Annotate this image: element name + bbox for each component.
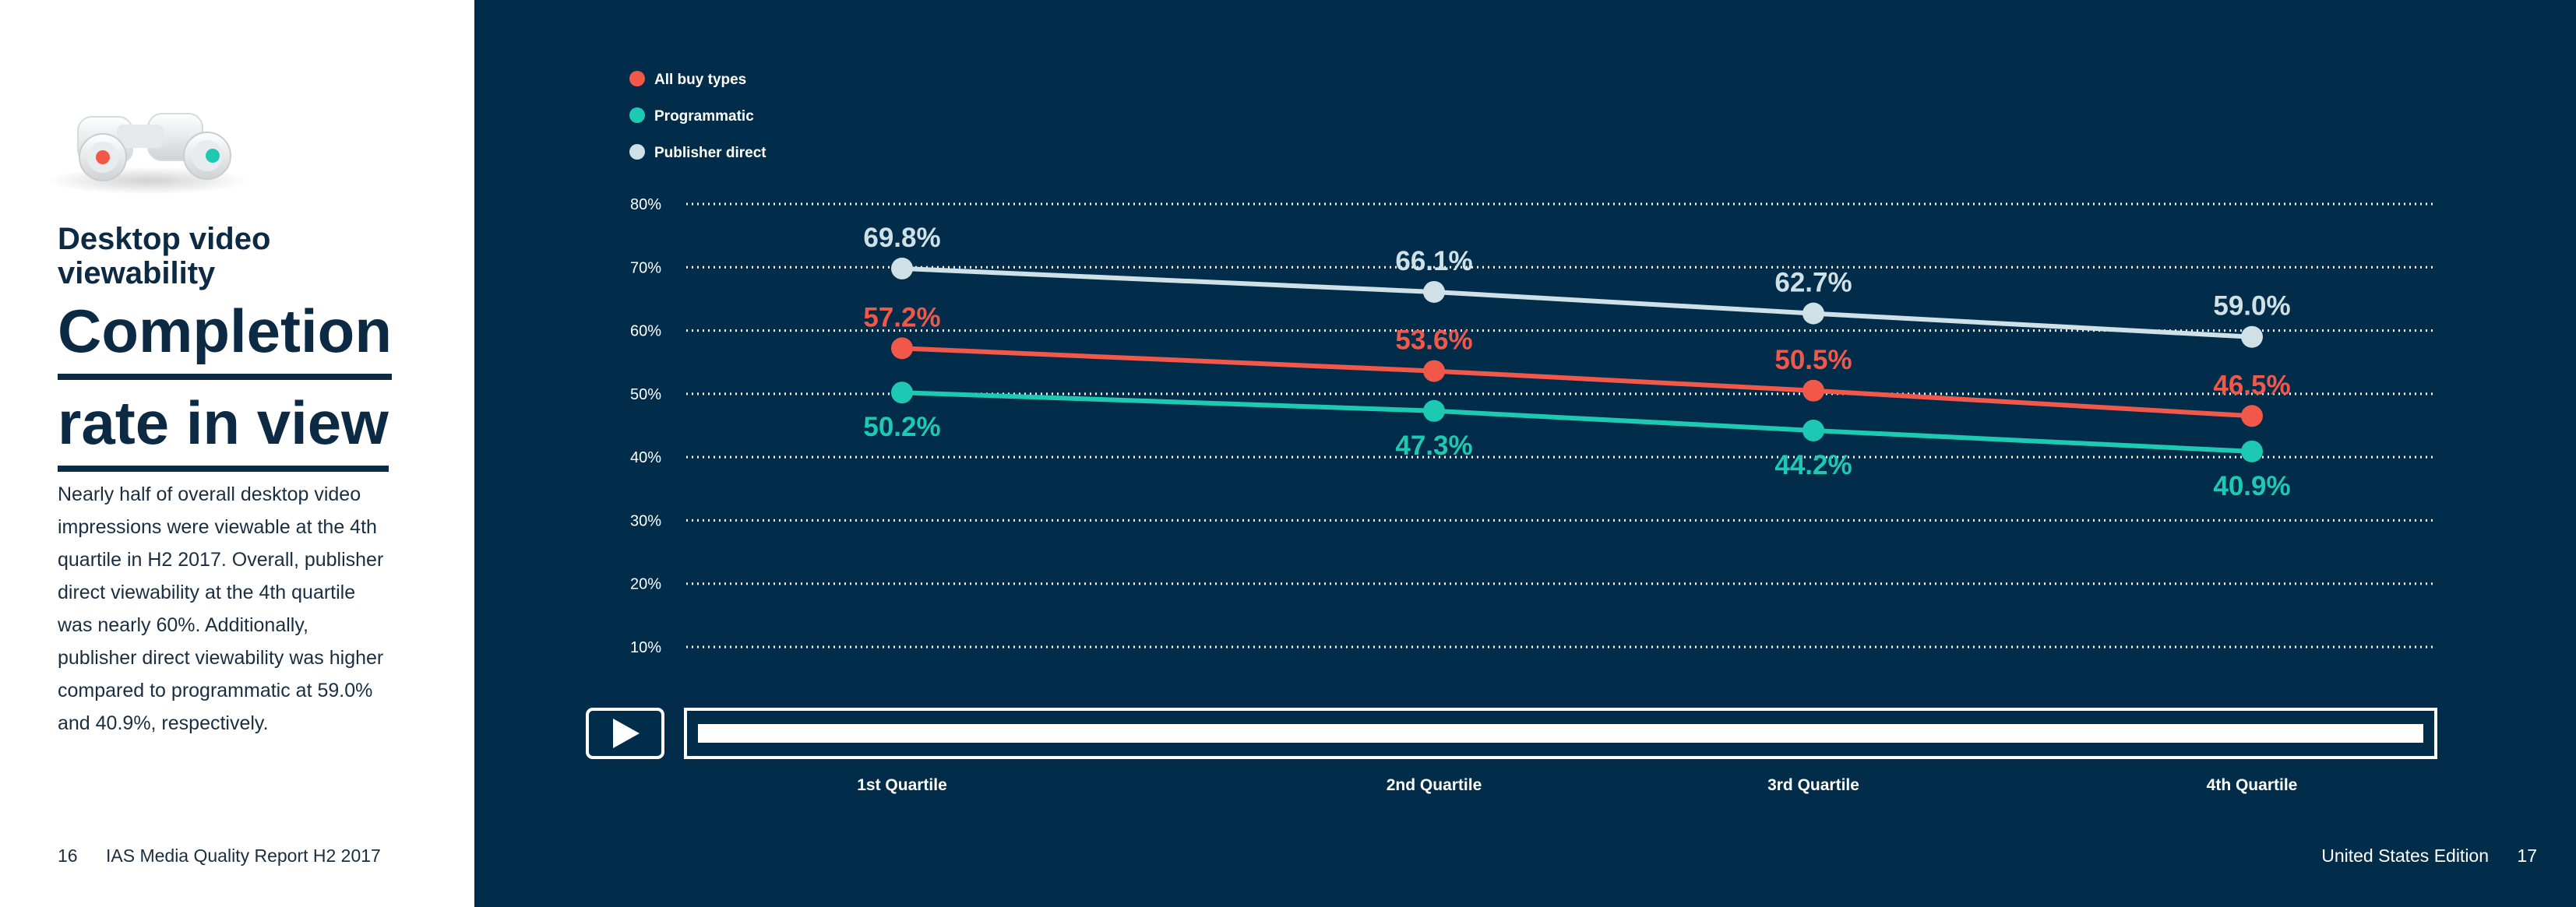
play-icon xyxy=(613,719,640,748)
data-point-1-3 xyxy=(2241,440,2263,462)
y-tick-label-2: 60% xyxy=(630,323,661,340)
data-label-2-1: 66.1% xyxy=(1395,246,1472,276)
y-tick-label-4: 40% xyxy=(630,449,661,466)
chart-panel: All buy types Programmatic Publisher direc… xyxy=(474,0,2576,907)
data-label-2-2: 62.7% xyxy=(1774,268,1852,298)
data-point-2-3 xyxy=(2241,325,2263,348)
legend-marker-2 xyxy=(629,144,645,160)
body-paragraph: Nearly half of overall desktop video imp… xyxy=(58,483,384,734)
legend-marker-1 xyxy=(629,107,645,123)
data-label-0-0: 57.2% xyxy=(863,302,940,332)
data-point-0-3 xyxy=(2241,405,2263,427)
legend-label-1: Programmatic xyxy=(654,108,754,125)
page-title: Completion rate in view xyxy=(58,288,416,472)
data-label-0-2: 50.5% xyxy=(1774,345,1852,375)
data-label-1-2: 44.2% xyxy=(1774,450,1852,480)
play-button-frame xyxy=(586,708,664,759)
data-label-1-0: 50.2% xyxy=(863,412,940,442)
legend-marker-0 xyxy=(629,71,645,86)
series-line-2 xyxy=(901,265,2253,339)
x-tick-label-3: 4th Quartile xyxy=(2207,776,2298,794)
title-line-1: Completion xyxy=(58,288,392,380)
legend-label-2: Publisher direct xyxy=(654,145,766,161)
series-line-0 xyxy=(901,346,2253,419)
footer-right: United States Edition 17 xyxy=(2321,845,2537,867)
y-tick-label-0: 80% xyxy=(630,196,661,213)
data-point-0-1 xyxy=(1423,360,1445,382)
left-panel: Desktop video viewability Completion rat… xyxy=(0,0,474,907)
report-title: IAS Media Quality Report H2 2017 xyxy=(105,845,381,866)
data-label-1-1: 47.3% xyxy=(1395,431,1472,461)
data-point-2-0 xyxy=(891,257,913,279)
x-tick-label-0: 1st Quartile xyxy=(857,776,947,794)
data-point-2-2 xyxy=(1802,302,1824,325)
edition-label: United States Edition xyxy=(2321,845,2490,866)
data-label-1-3: 40.9% xyxy=(2213,471,2290,501)
progress-fill xyxy=(698,724,2423,743)
data-point-1-1 xyxy=(1423,399,1445,422)
page-number-left: 16 xyxy=(58,845,78,866)
data-point-1-2 xyxy=(1802,420,1824,442)
x-tick-label-2: 3rd Quartile xyxy=(1767,776,1859,794)
line-chart: All buy types Programmatic Publisher direc… xyxy=(586,71,2437,794)
x-tick-label-1: 2nd Quartile xyxy=(1387,776,1482,794)
data-point-1-0 xyxy=(891,381,913,404)
y-tick-label-3: 50% xyxy=(630,386,661,403)
progress-track xyxy=(684,708,2437,759)
data-point-2-1 xyxy=(1423,280,1445,303)
data-label-0-1: 53.6% xyxy=(1395,325,1472,356)
y-tick-label-5: 30% xyxy=(630,512,661,529)
binoculars-icon xyxy=(47,113,249,195)
data-point-0-2 xyxy=(1802,379,1824,402)
title-line-2: rate in view xyxy=(58,380,389,472)
series-line-1 xyxy=(901,390,2253,454)
data-point-0-0 xyxy=(891,337,913,360)
legend-label-0: All buy types xyxy=(654,72,746,88)
data-label-2-3: 59.0% xyxy=(2213,291,2290,322)
kicker-title: Desktop video viewability xyxy=(58,222,271,290)
footer-left: 16 IAS Media Quality Report H2 2017 xyxy=(58,845,381,867)
y-tick-label-7: 10% xyxy=(630,639,661,656)
y-tick-label-1: 70% xyxy=(630,259,661,276)
page-number-right: 17 xyxy=(2517,845,2537,866)
data-label-0-3: 46.5% xyxy=(2213,370,2290,400)
data-label-2-0: 69.8% xyxy=(863,223,940,253)
y-tick-label-6: 20% xyxy=(630,576,661,593)
